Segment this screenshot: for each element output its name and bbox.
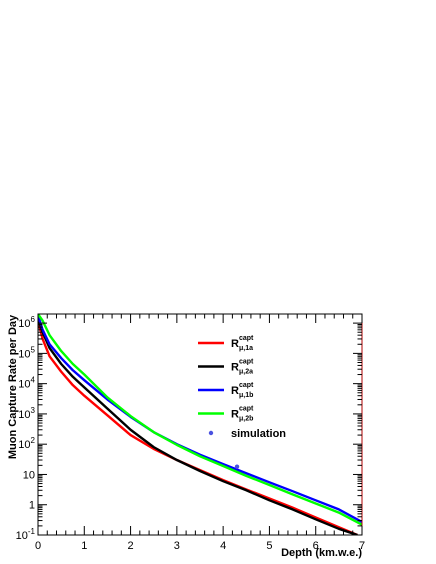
legend-label-simulation: simulation: [231, 428, 286, 440]
series-line-1: [38, 317, 358, 535]
y-tick-label: 1: [29, 500, 35, 512]
series-layer: [38, 314, 362, 535]
y-tick-label: 105: [18, 345, 35, 360]
x-tick-label: 5: [266, 540, 272, 552]
points-layer: [234, 464, 240, 469]
x-tick-label: 0: [35, 540, 41, 552]
x-tick-label: 3: [174, 540, 180, 552]
legend-label-0: Rcapt μ,1a: [231, 335, 254, 352]
series-line-3: [38, 314, 362, 526]
y-tick-label: 103: [18, 406, 35, 421]
legend-point-marker: [208, 430, 214, 436]
x-tick-label: 2: [128, 540, 134, 552]
x-tick-label: 6: [313, 540, 319, 552]
y-tick-label: 10-1: [16, 527, 36, 542]
axis-ticks: 0 1 2 3 4 5 6 7 10-1 1 10 102 103 104 105 106: [16, 313, 365, 552]
y-tick-label: 106: [18, 315, 35, 330]
simulation-point: [234, 464, 240, 469]
x-axis-label: Depth (km.w.e.): [281, 547, 362, 559]
x-tick-label: 7: [359, 540, 365, 552]
legend: Rcapt μ,1a Rcapt μ,2a Rcapt μ,1b Rcapt μ,2b simu…: [198, 335, 286, 440]
legend-label-1: Rcapt μ,2a: [231, 359, 254, 376]
x-tick-label: 4: [220, 540, 226, 552]
y-tick-label: 102: [18, 436, 35, 451]
y-tick-label: 10: [23, 469, 35, 481]
legend-label-3: Rcapt μ,2b: [231, 406, 254, 423]
legend-label-2: Rcapt μ,1b: [231, 382, 254, 399]
y-tick-label: 104: [18, 376, 35, 391]
x-tick-label: 1: [81, 540, 87, 552]
y-axis-label: Muon Capture Rate per Day: [7, 314, 19, 459]
